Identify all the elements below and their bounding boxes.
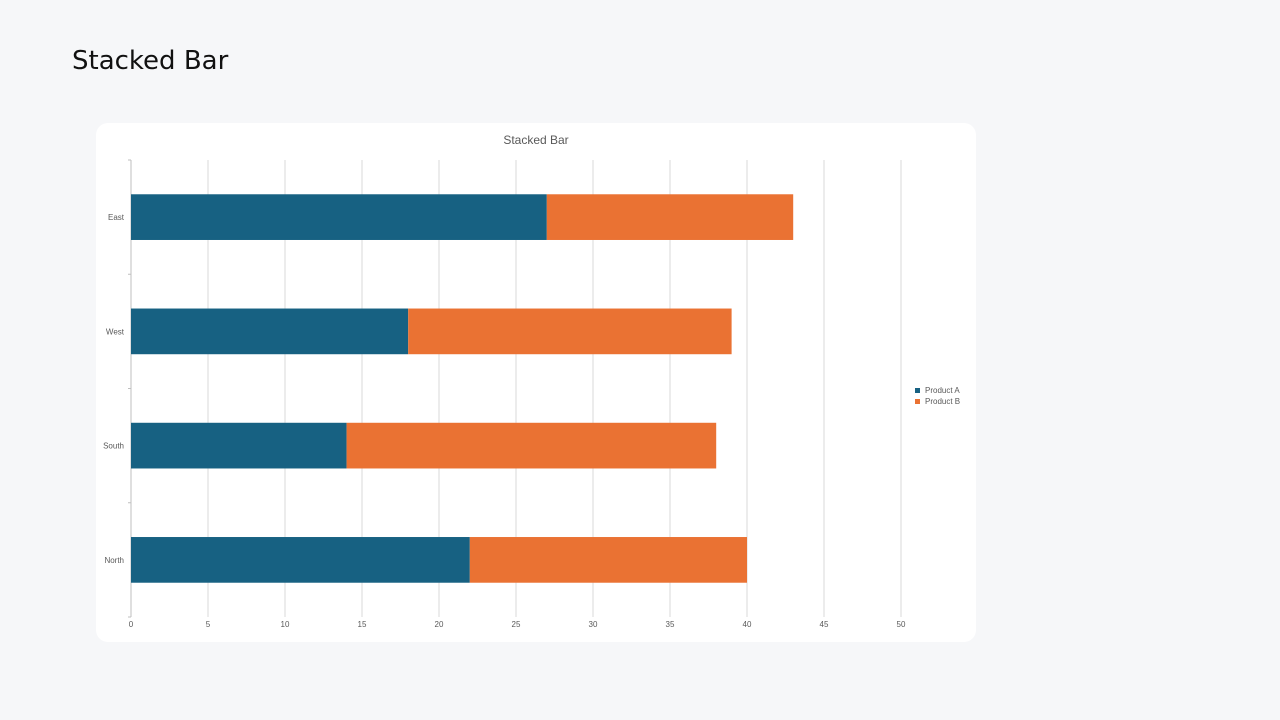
y-tick-label: South xyxy=(103,442,124,451)
y-tick-label: North xyxy=(104,556,124,565)
page-title: Stacked Bar xyxy=(72,46,229,76)
y-tick-label: East xyxy=(108,213,125,222)
legend-item-product-b: Product B xyxy=(915,396,960,407)
legend-swatch xyxy=(915,388,920,393)
x-tick-label: 15 xyxy=(358,620,367,629)
bar-south-series-1 xyxy=(131,422,347,469)
axes xyxy=(128,159,132,618)
x-tick-label: 30 xyxy=(589,620,598,629)
x-tick-label: 20 xyxy=(435,620,444,629)
x-tick-label: 5 xyxy=(206,620,211,629)
bar-north-series-2 xyxy=(469,537,747,583)
bar-east-series-1 xyxy=(131,194,547,240)
bar-west-series-2 xyxy=(408,308,732,355)
y-tick-label: West xyxy=(106,327,125,336)
legend-label: Product B xyxy=(925,397,961,406)
x-tick-label: 50 xyxy=(897,620,906,629)
legend-swatch xyxy=(915,399,920,404)
legend-label: Product A xyxy=(925,386,960,395)
chart-card: Stacked Bar 0 5 10 15 20 25 30 35 40 45 50 East West… xyxy=(96,123,976,642)
bar-east-series-2 xyxy=(546,194,794,240)
x-tick-label: 35 xyxy=(666,620,675,629)
x-tick-label: 45 xyxy=(820,620,829,629)
x-tick-label: 10 xyxy=(281,620,290,629)
bar-south-series-2 xyxy=(346,422,717,469)
chart-title: Stacked Bar xyxy=(503,133,568,147)
x-tick-label: 40 xyxy=(743,620,752,629)
x-tick-label: 0 xyxy=(129,620,134,629)
bar-west-series-1 xyxy=(131,308,409,355)
stacked-bar-chart: Stacked Bar 0 5 10 15 20 25 30 35 40 45 50 East West… xyxy=(103,133,906,629)
bar-north-series-1 xyxy=(131,537,470,583)
legend-item-product-a: Product A xyxy=(915,385,960,396)
x-tick-label: 25 xyxy=(512,620,521,629)
bars xyxy=(131,194,794,583)
legend: Product A Product B xyxy=(915,385,960,407)
tick-labels: 0 5 10 15 20 25 30 35 40 45 50 East West South North xyxy=(103,213,906,629)
